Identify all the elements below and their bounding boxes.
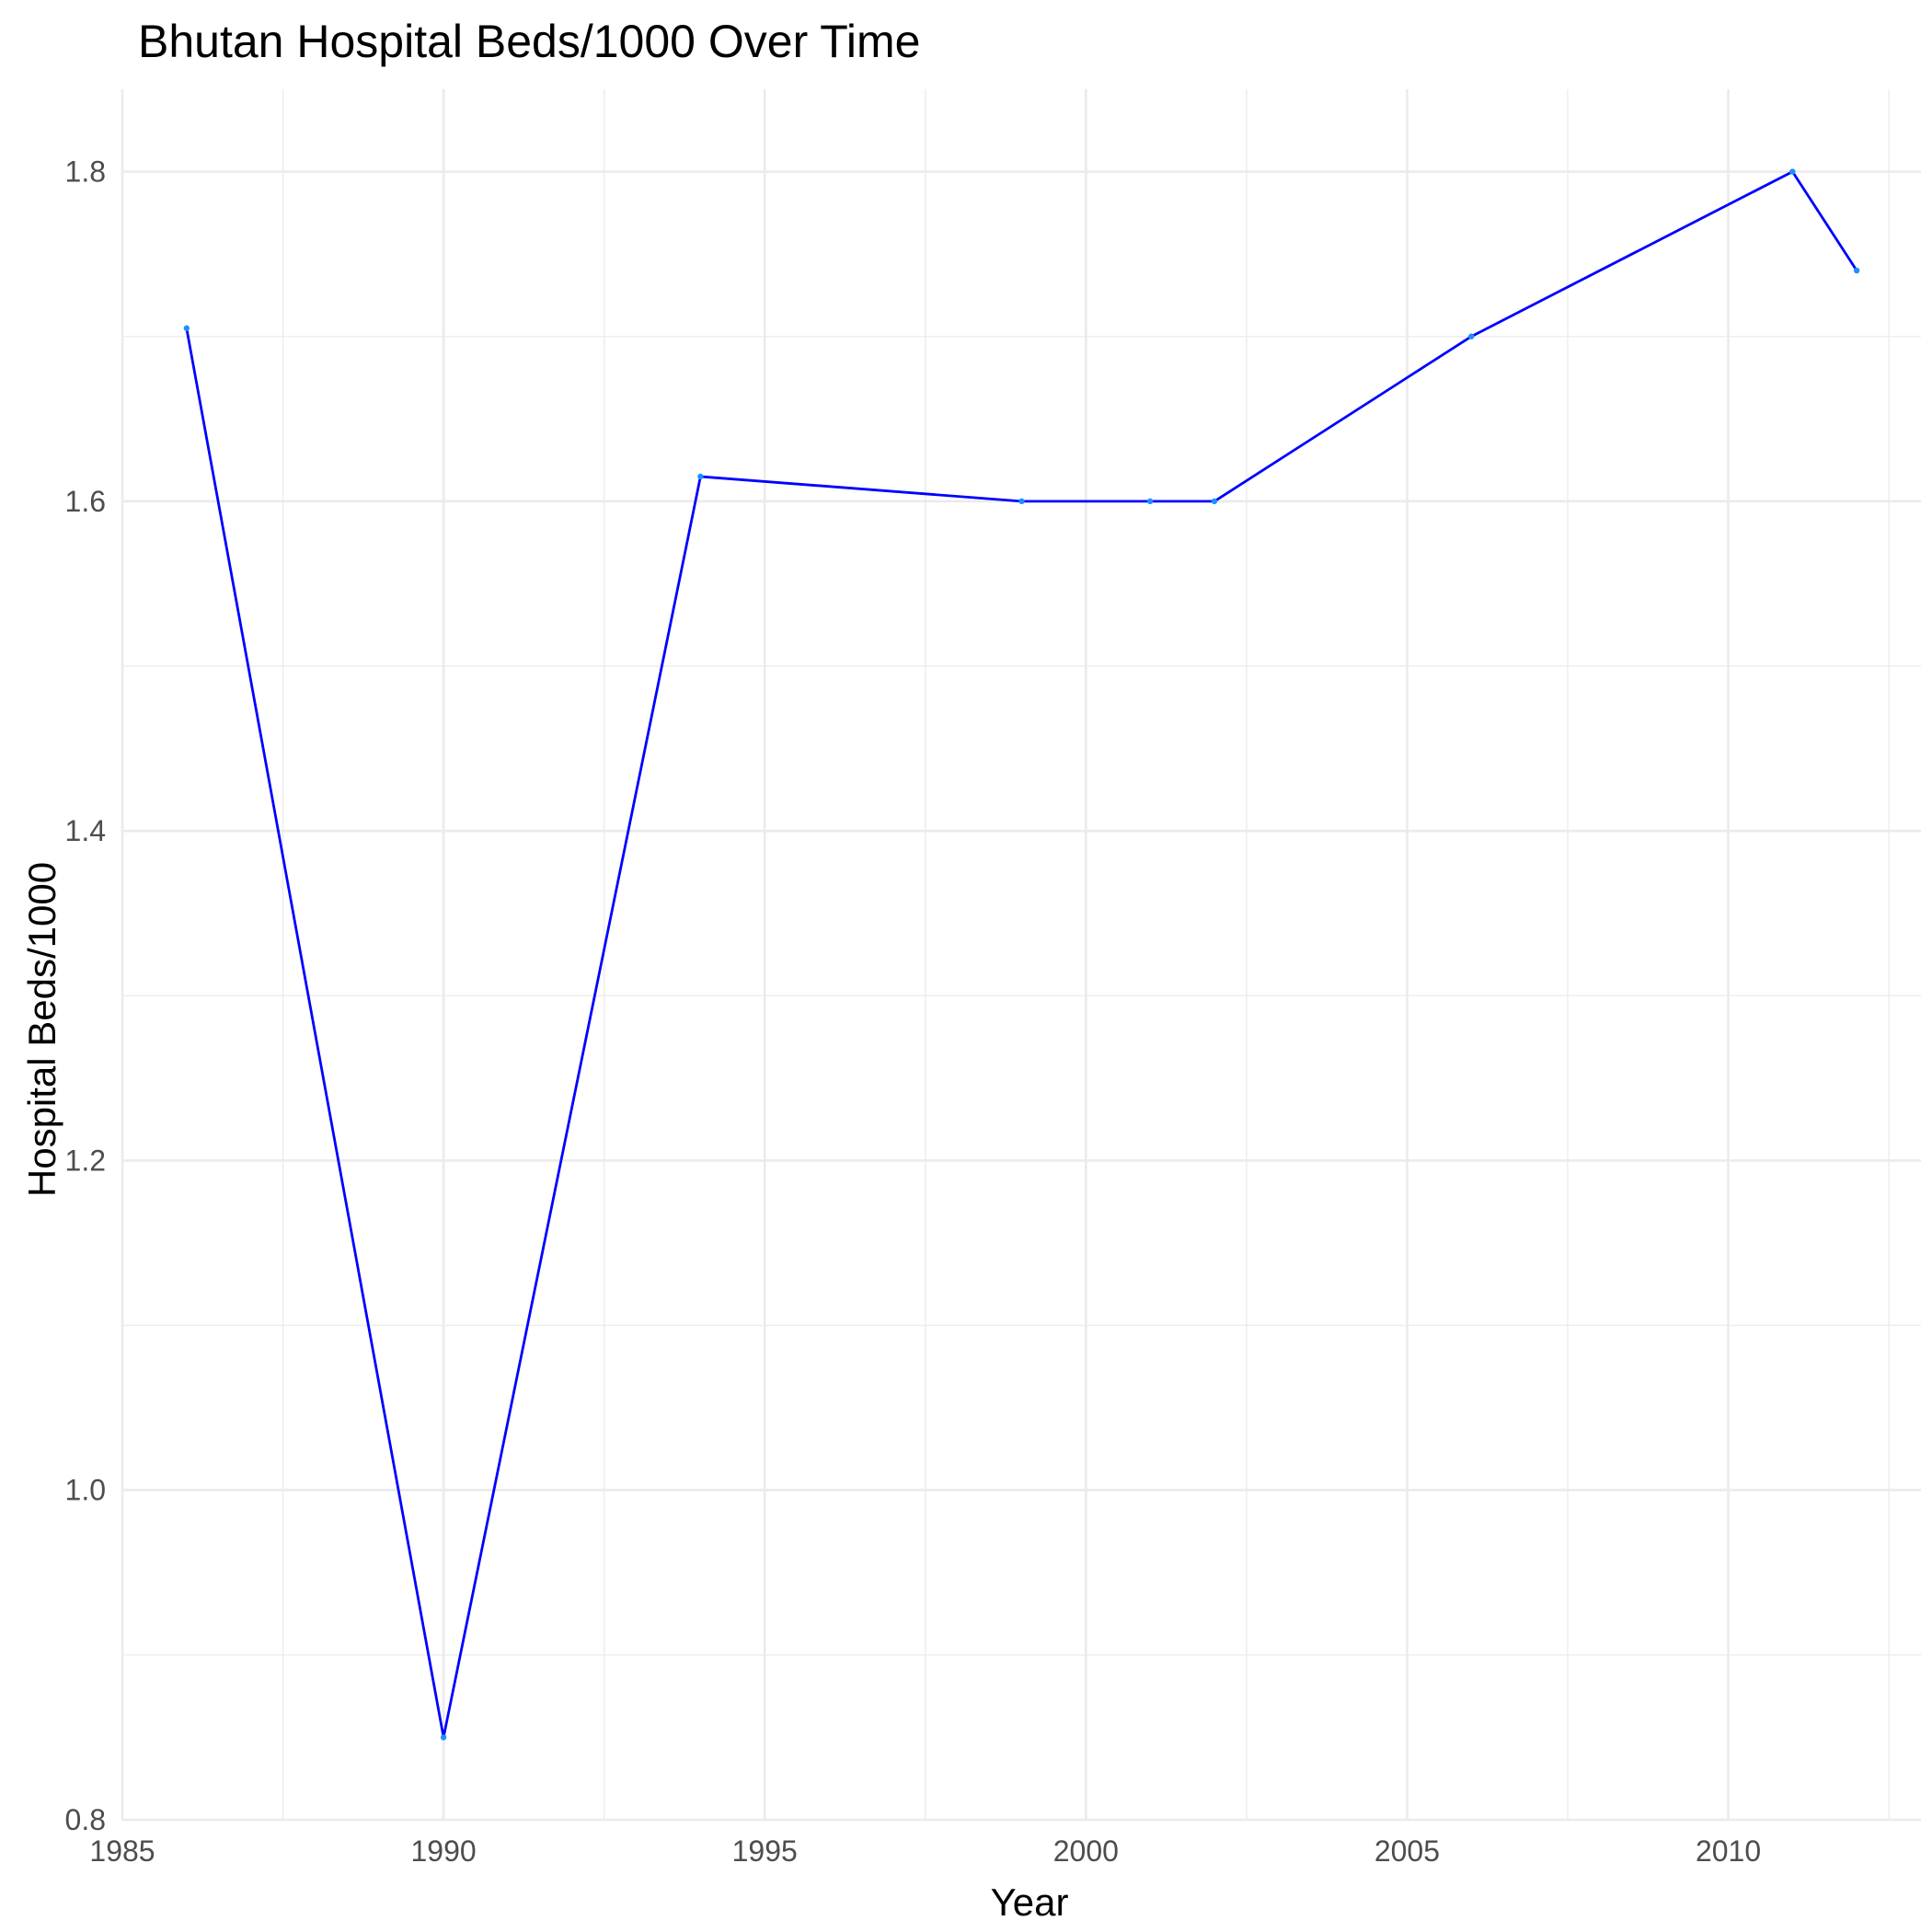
y-tick-label: 1.4 <box>65 814 106 847</box>
data-point <box>1853 267 1860 274</box>
y-tick-label: 1.6 <box>65 485 106 518</box>
x-axis-title: Year <box>991 1880 1069 1924</box>
data-point <box>697 473 704 480</box>
data-point <box>1018 498 1025 505</box>
series-line <box>185 170 1858 1739</box>
data-point <box>1146 498 1154 505</box>
data-point <box>440 1734 447 1741</box>
data-point <box>1468 333 1475 339</box>
x-tick-label: 1995 <box>732 1834 798 1868</box>
y-tick-label: 1.0 <box>65 1474 106 1507</box>
x-tick-label: 1985 <box>89 1834 155 1868</box>
y-tick-label: 1.2 <box>65 1144 106 1177</box>
data-point <box>1789 168 1796 175</box>
x-tick-label: 2010 <box>1696 1834 1761 1868</box>
x-tick-label: 2000 <box>1053 1834 1119 1868</box>
y-tick-label: 1.8 <box>65 155 106 189</box>
grid-lines <box>121 89 1921 1822</box>
y-tick-label: 0.8 <box>65 1803 106 1836</box>
chart-title: Bhutan Hospital Beds/1000 Over Time <box>138 16 920 67</box>
x-tick-label: 2005 <box>1374 1834 1440 1868</box>
x-tick-label: 1990 <box>411 1834 477 1868</box>
data-point <box>1211 498 1218 505</box>
data-series <box>183 168 1860 1741</box>
data-point <box>183 325 190 331</box>
tick-labels: 1985 1990 1995 2000 2005 2010 0.8 1.0 1.2 1.4 1.6 1… <box>65 155 1762 1868</box>
y-axis-title: Hospital Beds/1000 <box>20 862 63 1197</box>
